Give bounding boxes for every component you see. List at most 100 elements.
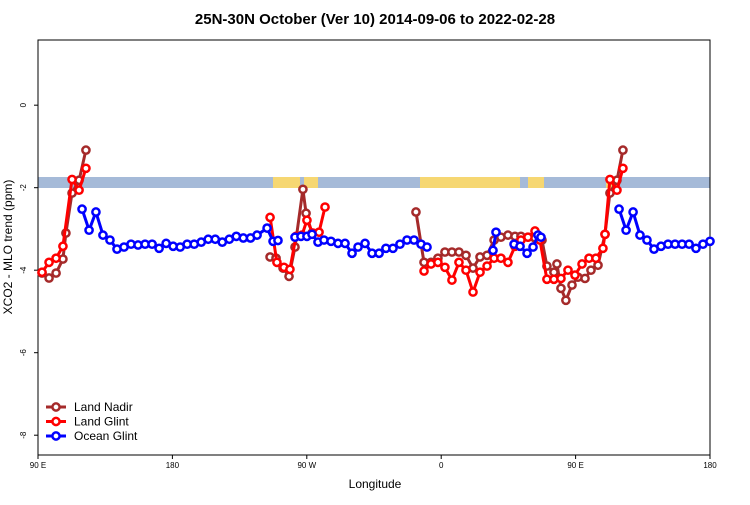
data-point [340, 238, 350, 249]
y-tick-label: -2 [19, 184, 28, 192]
data-point [374, 248, 384, 259]
plot-frame [37, 39, 711, 456]
data-point [618, 163, 628, 174]
data-point [523, 232, 533, 243]
data-point [51, 268, 61, 278]
data-point [491, 227, 501, 238]
land-strip [420, 177, 520, 188]
data-point [561, 295, 571, 306]
data-point [320, 202, 330, 212]
data-point [388, 243, 398, 254]
legend-label: Land Nadir [74, 400, 133, 414]
data-point [586, 265, 596, 276]
data-point [556, 273, 566, 284]
data-point [605, 174, 615, 185]
data-point [628, 207, 638, 217]
data-point [488, 245, 498, 256]
data-point [252, 230, 262, 240]
data-point [567, 280, 577, 290]
data-point [522, 248, 532, 259]
data-point [600, 229, 610, 240]
data-point [105, 235, 115, 245]
data-point [147, 239, 157, 250]
x-tick-label: 180 [166, 461, 180, 470]
data-point [570, 270, 580, 280]
data-point [298, 184, 308, 195]
data-point [74, 185, 84, 196]
data-point [580, 273, 590, 284]
data-point [552, 259, 562, 269]
data-point [154, 243, 164, 254]
data-point [635, 230, 645, 240]
legend-label: Ocean Glint [74, 429, 138, 443]
legend-marker [51, 402, 61, 412]
data-point [614, 204, 624, 214]
ocean-strip [38, 177, 710, 188]
data-point [395, 239, 405, 250]
x-axis-label: Longitude [349, 477, 402, 491]
data-point [81, 163, 91, 174]
data-point [468, 287, 478, 297]
data-point [347, 248, 357, 259]
data-point [51, 253, 61, 264]
data-point [515, 241, 525, 252]
data-point [691, 243, 701, 254]
land-strip [273, 177, 300, 188]
data-point [598, 243, 608, 254]
data-point [353, 242, 363, 252]
data-point [482, 261, 492, 271]
data-point [37, 267, 47, 278]
data-point [684, 239, 694, 250]
data-point [273, 235, 283, 246]
x-tick-label: 0 [439, 461, 444, 470]
data-point [612, 185, 622, 196]
legend-label: Land Glint [74, 415, 129, 429]
data-point [302, 215, 312, 226]
data-point [503, 257, 513, 268]
data-point [447, 275, 457, 285]
data-point [475, 267, 485, 278]
y-axis-label: XCO2 - MLO trend (ppm) [1, 180, 15, 315]
x-tick-label: 90 E [567, 461, 583, 470]
data-point [285, 264, 295, 275]
y-tick-label: 0 [19, 102, 28, 107]
data-point [81, 145, 91, 155]
data-point [536, 232, 546, 243]
data-point [77, 204, 87, 214]
y-tick-label: -6 [19, 349, 28, 357]
data-point [307, 229, 317, 240]
data-point [618, 145, 628, 155]
data-point [272, 257, 282, 268]
data-point [496, 253, 506, 264]
data-point [642, 235, 652, 245]
data-point [265, 212, 275, 223]
data-point [621, 225, 631, 236]
data-point [58, 241, 68, 252]
land-strip [528, 177, 544, 188]
data-point [84, 225, 94, 236]
data-point [461, 265, 471, 276]
legend-marker [51, 416, 61, 427]
data-point [591, 253, 601, 264]
data-point [419, 266, 429, 276]
data-point [577, 259, 587, 269]
data-point [98, 230, 108, 240]
data-point [440, 262, 450, 273]
data-point [411, 207, 421, 217]
data-point [91, 207, 101, 217]
data-point [409, 235, 419, 245]
legend-marker [51, 431, 61, 441]
data-point [705, 236, 715, 247]
y-tick-label: -4 [19, 266, 28, 274]
data-point [454, 257, 464, 268]
x-tick-label: 180 [703, 461, 717, 470]
y-tick-label: -8 [19, 431, 28, 439]
data-point [528, 242, 538, 252]
data-point [563, 265, 573, 276]
x-tick-label: 90 E [30, 461, 46, 470]
data-point [360, 238, 370, 249]
land-strip [304, 177, 318, 188]
data-point [556, 283, 566, 294]
data-point [44, 273, 54, 283]
